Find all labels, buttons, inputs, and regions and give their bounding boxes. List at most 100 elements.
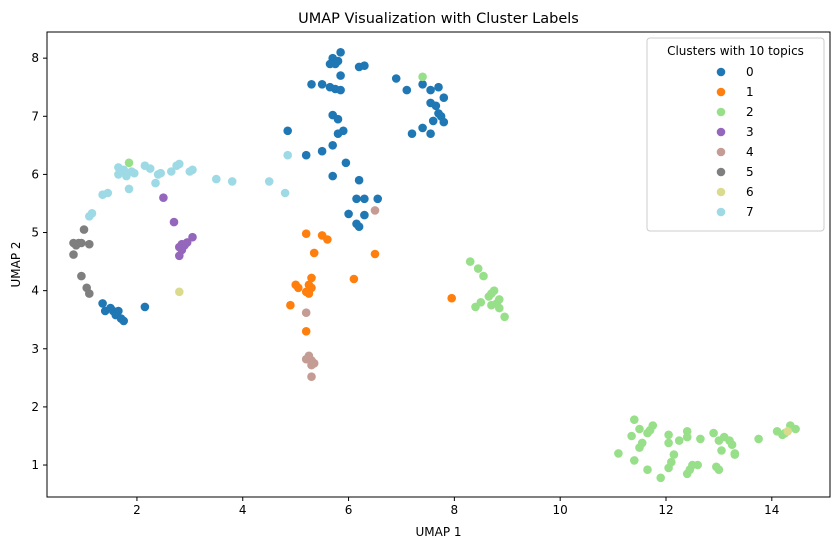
- legend: Clusters with 10 topics 0 1 2 3 4 5 6 7: [646, 37, 825, 232]
- cluster-2-point: [709, 428, 718, 438]
- y-axis-ticks: 1 2 3 4 5 6 7 8: [31, 51, 47, 472]
- cluster-1-point: [304, 289, 314, 298]
- cluster-5-point: [77, 271, 86, 281]
- x-axis-label: UMAP 1: [415, 525, 461, 539]
- legend-label-2: 2: [746, 105, 754, 119]
- cluster-0-point: [360, 194, 369, 204]
- cluster-0-point: [373, 194, 383, 204]
- cluster-5-point: [69, 250, 78, 259]
- cluster-0-point: [140, 302, 150, 312]
- x-axis-ticks: 2 4 6 8 10 12 14: [133, 497, 779, 517]
- cluster-7-point: [283, 150, 293, 160]
- cluster-2-point: [754, 434, 763, 444]
- cluster-0-point: [407, 129, 417, 138]
- cluster-2-point: [682, 432, 692, 442]
- cluster-2-point: [682, 469, 692, 479]
- cluster-7-point: [85, 212, 94, 221]
- cluster-2-point: [656, 473, 665, 483]
- cluster-7-point: [185, 167, 195, 176]
- cluster-2-point: [635, 443, 644, 452]
- legend-marker-4: [716, 147, 726, 157]
- x-tick-label: 14: [764, 503, 779, 517]
- cluster-0-point: [428, 116, 438, 126]
- cluster-0-point: [307, 80, 316, 89]
- cluster-0-point: [360, 61, 369, 70]
- cluster-4-point: [370, 206, 380, 215]
- cluster-7-point: [167, 167, 176, 176]
- plot-area-frame: [46, 31, 831, 498]
- cluster-1-point: [309, 248, 319, 258]
- cluster-0-point: [336, 48, 345, 57]
- x-tick-label: 8: [451, 503, 459, 517]
- cluster-2-point: [643, 465, 652, 475]
- cluster-0-point: [333, 129, 343, 138]
- legend-items: 0 1 2 3 4 5 6 7: [716, 65, 754, 219]
- cluster-2-point: [696, 434, 705, 444]
- cluster-0-point: [333, 56, 343, 66]
- cluster-2-point: [635, 424, 644, 434]
- cluster-0-point: [439, 117, 449, 127]
- cluster-4-point: [307, 372, 316, 382]
- cluster-2-point: [500, 312, 509, 322]
- cluster-3-point: [188, 232, 197, 242]
- cluster-2-point: [630, 456, 639, 465]
- cluster-5-point: [79, 225, 89, 234]
- cluster-0-point: [328, 171, 338, 181]
- cluster-0-point: [344, 209, 353, 219]
- cluster-2-point: [730, 450, 740, 459]
- cluster-2-point: [693, 460, 702, 470]
- y-tick-label: 5: [31, 226, 39, 240]
- cluster-0-point: [283, 126, 293, 136]
- cluster-0-point: [426, 129, 435, 138]
- cluster-0-point: [98, 299, 107, 308]
- y-tick-label: 6: [31, 167, 39, 181]
- legend-label-5: 5: [746, 165, 754, 179]
- cluster-1-point: [370, 249, 380, 259]
- cluster-1-point: [323, 235, 332, 244]
- cluster-0-point: [336, 71, 345, 80]
- cluster-1-point: [301, 229, 311, 238]
- cluster-7-point: [145, 164, 155, 173]
- cluster-0-point: [333, 114, 343, 124]
- cluster-2-point: [664, 463, 673, 473]
- cluster-6-point: [783, 427, 792, 436]
- cluster-0-point: [352, 194, 361, 204]
- cluster-0-point: [341, 158, 351, 168]
- y-tick-label: 3: [31, 342, 39, 356]
- cluster-0-point: [418, 123, 427, 133]
- cluster-2-point: [614, 449, 623, 458]
- x-tick-label: 4: [239, 503, 247, 517]
- cluster-6-point: [175, 287, 184, 297]
- cluster-7-point: [280, 188, 290, 198]
- cluster-0-point: [301, 150, 311, 160]
- cluster-2-point: [717, 446, 726, 455]
- cluster-2-point: [479, 271, 488, 281]
- legend-marker-7: [716, 207, 726, 217]
- cluster-4-point: [307, 360, 316, 370]
- cluster-2-point: [124, 158, 134, 168]
- cluster-2-point: [630, 415, 639, 425]
- cluster-2-point: [714, 465, 724, 475]
- cluster-2-point: [473, 264, 483, 273]
- cluster-2-point: [664, 438, 673, 448]
- y-tick-label: 8: [31, 51, 39, 65]
- legend-label-4: 4: [746, 145, 754, 159]
- cluster-0-point: [418, 80, 427, 89]
- cluster-7-point: [153, 170, 163, 179]
- cluster-5-point: [77, 238, 86, 248]
- legend-frame: [646, 37, 825, 232]
- legend-label-6: 6: [746, 185, 754, 199]
- cluster-1-point: [294, 283, 303, 293]
- cluster-5-point: [85, 289, 94, 298]
- cluster-2-point: [495, 303, 504, 313]
- cluster-1-point: [286, 300, 295, 310]
- chart-title: UMAP Visualization with Cluster Labels: [298, 11, 579, 27]
- legend-label-3: 3: [746, 125, 754, 139]
- y-axis-label: UMAP 2: [9, 241, 23, 287]
- cluster-5-point: [85, 239, 94, 249]
- cluster-2-point: [714, 436, 724, 445]
- cluster-0-point: [434, 82, 443, 92]
- cluster-0-point: [336, 85, 345, 95]
- cluster-3-point: [159, 193, 168, 202]
- x-tick-label: 2: [133, 503, 141, 517]
